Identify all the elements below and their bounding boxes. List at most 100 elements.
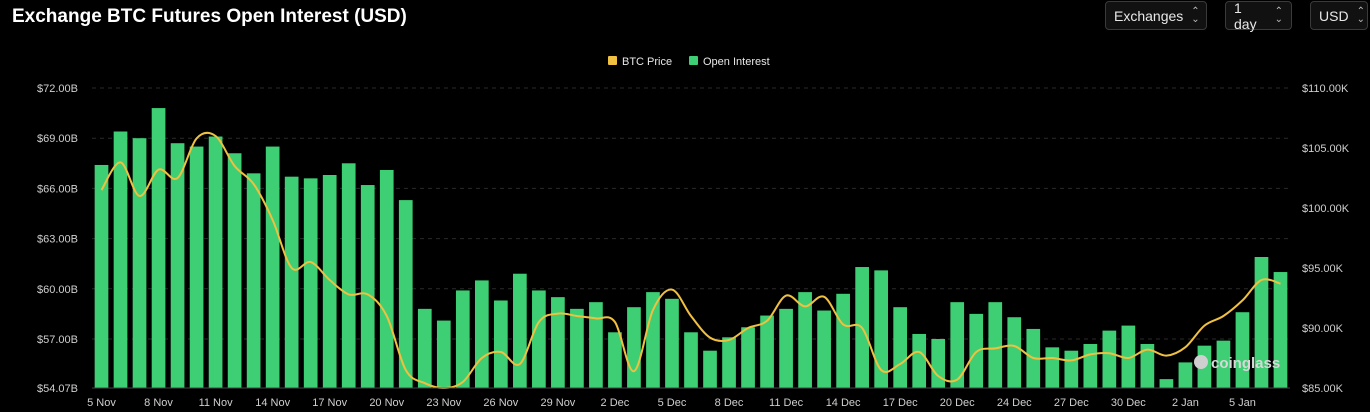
open-interest-bar — [779, 308, 793, 388]
open-interest-bar — [798, 292, 812, 388]
legend-item-open-interest[interactable]: Open Interest — [689, 56, 770, 68]
x-tick-label: 8 Dec — [715, 397, 744, 409]
open-interest-bar — [493, 300, 508, 388]
open-interest-bar — [1273, 272, 1288, 388]
y-right-tick-label: $110.00K — [1302, 83, 1349, 95]
open-interest-bar — [284, 176, 299, 388]
open-interest-bar — [817, 310, 831, 388]
y-left-tick-label: $69.00B — [37, 133, 78, 145]
open-interest-bar — [1007, 317, 1022, 388]
open-interest-bar — [608, 332, 622, 388]
x-tick-label: 27 Dec — [1054, 397, 1089, 409]
open-interest-bar — [589, 302, 603, 388]
open-interest-bar — [722, 337, 736, 388]
y-left-tick-label: $63.00B — [37, 234, 78, 246]
x-tick-label: 17 Nov — [312, 397, 347, 409]
y-left-tick-label: $66.00B — [37, 183, 78, 195]
open-interest-bar — [570, 308, 584, 388]
open-interest-bar — [303, 178, 318, 388]
chevron-updown-icon: ⌃ ⌄ — [1356, 5, 1365, 25]
open-interest-bar — [684, 332, 698, 388]
open-interest-bar — [474, 280, 489, 388]
exchanges-select[interactable]: Exchanges ⌃ ⌄ — [1105, 1, 1207, 30]
open-interest-bar — [532, 290, 546, 388]
y-right-tick-label: $90.00K — [1302, 323, 1344, 335]
open-interest-bar — [94, 164, 109, 388]
x-tick-label: 2 Jan — [1172, 397, 1199, 409]
open-interest-bar — [227, 153, 242, 388]
open-interest-bar — [132, 138, 147, 388]
open-interest-bar — [398, 200, 413, 388]
y-axis-right: $85.00K $90.00K $95.00K $100.00K $105.00K $11… — [1302, 83, 1350, 395]
open-interest-bar — [1235, 312, 1250, 388]
open-interest-bar — [1254, 256, 1269, 388]
page-title: Exchange BTC Futures Open Interest (USD) — [12, 6, 407, 27]
x-tick-label: 11 Dec — [769, 397, 804, 409]
x-tick-label: 2 Dec — [601, 397, 630, 409]
open-interest-bar — [265, 146, 280, 388]
y-left-tick-label: $72.00B — [37, 83, 78, 95]
y-right-tick-label: $105.00K — [1302, 143, 1350, 155]
open-interest-bar — [436, 320, 451, 388]
open-interest-bar — [1102, 330, 1117, 388]
x-tick-label: 5 Nov — [87, 397, 116, 409]
y-left-tick-label: $57.00B — [37, 334, 78, 346]
open-interest-bar — [874, 270, 889, 388]
open-interest-bar — [836, 293, 850, 388]
x-tick-label: 26 Nov — [483, 397, 518, 409]
currency-select[interactable]: USD ⌃ ⌄ — [1310, 1, 1368, 30]
open-interest-bar — [246, 173, 261, 388]
open-interest-bar — [627, 307, 641, 388]
x-tick-label: 20 Nov — [369, 397, 404, 409]
legend-label-open-interest: Open Interest — [703, 56, 770, 68]
open-interest-bar — [341, 163, 356, 388]
legend-label-btc-price: BTC Price — [622, 56, 672, 68]
open-interest-bar — [1216, 340, 1231, 388]
x-tick-label: 23 Nov — [426, 397, 461, 409]
x-tick-label: 30 Dec — [1111, 397, 1146, 409]
watermark-text: coinglass — [1211, 355, 1280, 372]
y-left-tick-label: $60.00B — [37, 284, 78, 296]
open-interest-bar — [1140, 343, 1155, 388]
coinglass-logo-icon — [1194, 355, 1208, 369]
open-interest-bar — [1045, 347, 1060, 388]
open-interest-bar — [455, 290, 470, 388]
y-axis-left: $54.07B $57.00B $60.00B $63.00B $66.00B $69.0… — [37, 83, 78, 395]
open-interest-bar — [417, 308, 432, 388]
open-interest-bar — [1083, 343, 1098, 388]
chevron-updown-icon: ⌃ ⌄ — [1191, 5, 1200, 25]
interval-select-label: 1 day — [1234, 0, 1257, 32]
open-interest-bar — [893, 307, 908, 388]
x-tick-label: 29 Nov — [540, 397, 575, 409]
y-left-tick-label: $54.07B — [37, 383, 78, 395]
open-interest-bar — [1159, 379, 1174, 388]
legend-swatch-btc-price — [608, 56, 617, 65]
open-interest-bar — [646, 292, 660, 388]
open-interest-bar — [665, 298, 679, 388]
open-interest-bar — [703, 350, 717, 388]
currency-select-label: USD — [1319, 7, 1349, 24]
legend-item-btc-price[interactable]: BTC Price — [608, 56, 672, 68]
legend: BTC Price Open Interest — [608, 56, 770, 68]
open-interest-bar — [988, 302, 1003, 388]
open-interest-bar — [931, 338, 946, 388]
open-interest-bar — [170, 143, 185, 388]
open-interest-bar — [912, 333, 927, 388]
x-tick-label: 17 Dec — [883, 397, 918, 409]
x-tick-label: 14 Nov — [255, 397, 290, 409]
interval-select[interactable]: 1 day ⌃ ⌄ — [1225, 0, 1292, 32]
watermark: coinglass — [1194, 355, 1280, 372]
legend-swatch-open-interest — [689, 56, 698, 65]
open-interest-bar — [513, 273, 527, 388]
x-tick-label: 11 Nov — [199, 397, 234, 409]
open-interest-bars — [94, 108, 1288, 389]
x-tick-label: 5 Dec — [658, 397, 687, 409]
open-interest-bar — [113, 131, 128, 388]
open-interest-bar — [1121, 325, 1136, 388]
open-interest-bar — [208, 136, 223, 388]
x-tick-label: 14 Dec — [826, 397, 861, 409]
open-interest-bar — [950, 302, 965, 388]
open-interest-bar — [151, 108, 166, 389]
open-interest-bar — [1064, 350, 1079, 388]
